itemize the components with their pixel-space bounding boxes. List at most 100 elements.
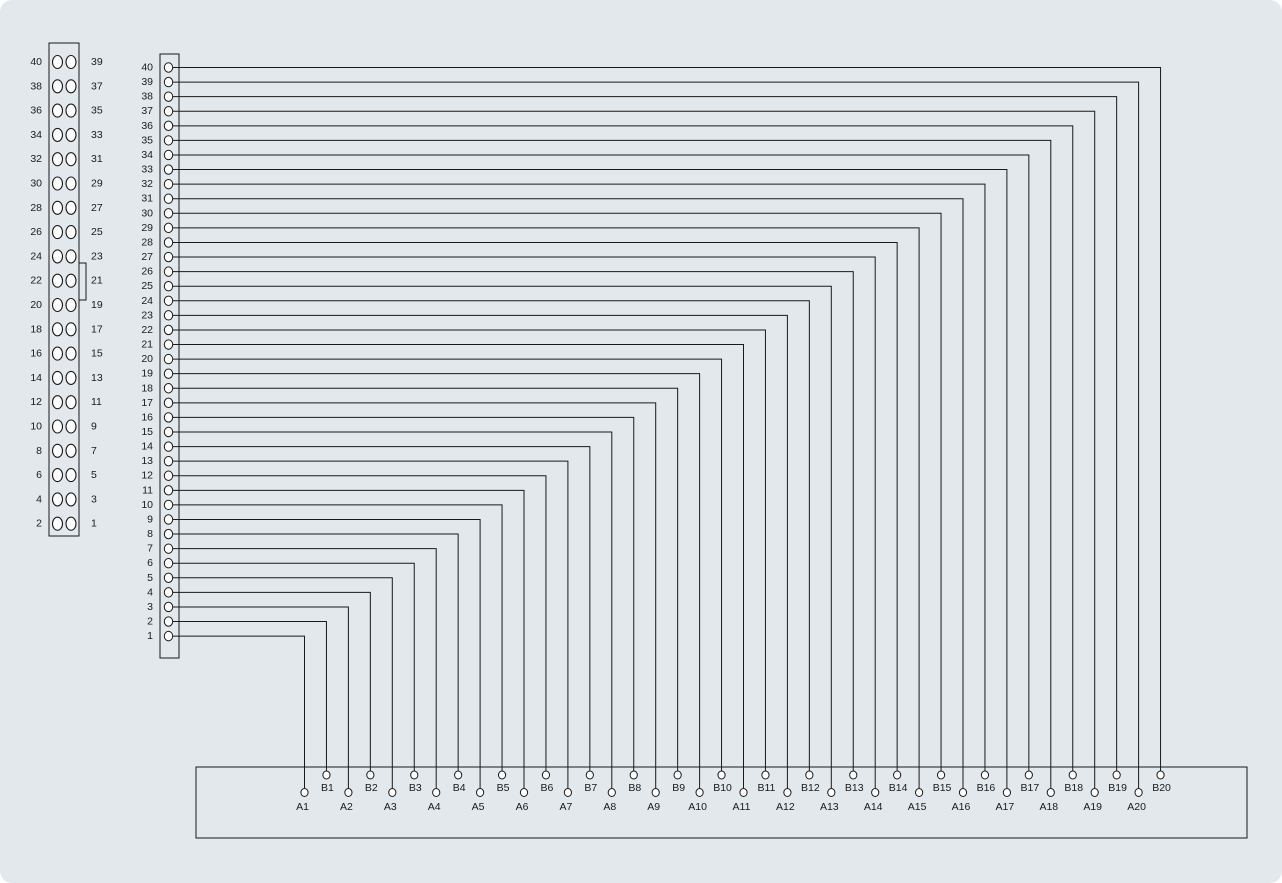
header-pin-19 bbox=[65, 297, 77, 313]
edge-pin-label-A6: A6 bbox=[516, 801, 529, 813]
edge-pin-A12 bbox=[783, 788, 792, 797]
header-pin-label-23: 23 bbox=[91, 250, 103, 262]
strip-pin-label-14: 14 bbox=[141, 441, 153, 453]
header-pin-5 bbox=[65, 468, 77, 483]
strip-pin-5 bbox=[163, 572, 174, 583]
wire-38 bbox=[172, 96, 1118, 771]
strip-pin-18 bbox=[163, 383, 174, 394]
strip-pin-28 bbox=[163, 237, 174, 248]
strip-pin-31 bbox=[163, 193, 174, 204]
header-pin-3 bbox=[65, 492, 77, 507]
wire-13 bbox=[172, 460, 569, 788]
edge-pin-A11 bbox=[739, 788, 748, 797]
strip-pin-label-26: 26 bbox=[141, 266, 153, 278]
edge-pin-label-B12: B12 bbox=[801, 782, 820, 794]
edge-pin-label-A20: A20 bbox=[1127, 801, 1146, 813]
strip-pin-label-27: 27 bbox=[141, 251, 153, 263]
header-connector: 4038363432302826242220181614121086423937… bbox=[30, 42, 103, 537]
header-pin-label-19: 19 bbox=[91, 299, 103, 311]
edge-pin-A16 bbox=[958, 788, 968, 797]
strip-pin-label-25: 25 bbox=[141, 280, 153, 292]
header-pin-label-21: 21 bbox=[91, 275, 103, 287]
header-pin-label-4: 4 bbox=[36, 493, 42, 505]
wire-26 bbox=[172, 271, 854, 771]
header-pin-label-20: 20 bbox=[30, 299, 42, 311]
edge-pin-B2 bbox=[366, 770, 375, 780]
edge-pin-label-B20: B20 bbox=[1152, 782, 1171, 794]
strip-pin-9 bbox=[163, 514, 174, 525]
header-pin-39 bbox=[65, 54, 77, 70]
wire-29 bbox=[172, 227, 920, 788]
strip-pin-label-12: 12 bbox=[141, 470, 153, 482]
strip-pin-30 bbox=[163, 208, 174, 219]
header-pin-label-14: 14 bbox=[30, 372, 42, 384]
strip-pin-7 bbox=[163, 543, 174, 554]
header-pin-21 bbox=[65, 273, 77, 288]
strip-pin-label-29: 29 bbox=[141, 222, 153, 234]
header-pin-38 bbox=[51, 79, 64, 94]
strip-pin-label-3: 3 bbox=[147, 601, 153, 613]
strip-pin-label-30: 30 bbox=[141, 207, 153, 219]
edge-pin-label-B15: B15 bbox=[933, 782, 952, 794]
header-pin-label-9: 9 bbox=[91, 421, 97, 433]
header-connector-body bbox=[48, 42, 80, 537]
edge-pin-B6 bbox=[541, 770, 551, 780]
edge-pin-B5 bbox=[497, 770, 507, 780]
header-pin-31 bbox=[65, 152, 77, 167]
wire-11 bbox=[172, 489, 525, 788]
edge-pin-A7 bbox=[563, 788, 573, 797]
wire-33 bbox=[172, 169, 1008, 788]
strip-pin-13 bbox=[163, 455, 174, 467]
strip-pin-38 bbox=[163, 91, 174, 102]
strip-pin-label-39: 39 bbox=[141, 76, 153, 88]
strip-pin-34 bbox=[163, 149, 174, 161]
strip-pin-36 bbox=[163, 120, 174, 132]
edge-pin-A9 bbox=[651, 788, 660, 797]
strip-pin-label-15: 15 bbox=[141, 426, 153, 438]
header-pin-label-22: 22 bbox=[30, 275, 42, 287]
edge-pin-B3 bbox=[410, 770, 419, 780]
strip-pin-10 bbox=[163, 499, 174, 511]
header-pin-22 bbox=[51, 273, 64, 288]
edge-pin-B17 bbox=[1024, 770, 1033, 780]
edge-pin-A18 bbox=[1046, 788, 1055, 797]
strip-connector: 4039383736353433323130292827262524232221… bbox=[141, 53, 180, 659]
strip-pin-label-37: 37 bbox=[141, 105, 153, 117]
edge-pin-B8 bbox=[629, 770, 638, 780]
strip-pin-label-6: 6 bbox=[147, 557, 153, 569]
header-pin-label-27: 27 bbox=[91, 202, 103, 214]
edge-pin-label-A13: A13 bbox=[820, 801, 839, 813]
wire-40 bbox=[172, 67, 1162, 771]
edge-pin-B9 bbox=[673, 770, 682, 780]
wire-34 bbox=[172, 154, 1030, 771]
edge-pin-B13 bbox=[849, 770, 858, 780]
edge-pin-label-A16: A16 bbox=[952, 801, 971, 813]
edge-pin-label-B13: B13 bbox=[845, 782, 864, 794]
header-pin-6 bbox=[51, 468, 64, 483]
header-pin-35 bbox=[65, 103, 77, 118]
edge-pin-label-A5: A5 bbox=[472, 801, 485, 813]
strip-pin-label-34: 34 bbox=[141, 149, 153, 161]
strip-pin-33 bbox=[163, 164, 174, 175]
strip-pin-label-19: 19 bbox=[141, 368, 153, 380]
edge-pin-label-B1: B1 bbox=[321, 782, 334, 794]
edge-pin-label-A3: A3 bbox=[384, 801, 397, 813]
wire-32 bbox=[172, 183, 986, 771]
header-pin-label-11: 11 bbox=[91, 396, 102, 408]
strip-pin-label-32: 32 bbox=[141, 178, 153, 190]
header-pin-29 bbox=[65, 176, 77, 191]
header-pin-9 bbox=[65, 419, 77, 434]
wire-30 bbox=[172, 212, 942, 771]
strip-pin-label-18: 18 bbox=[141, 382, 153, 394]
header-pin-2 bbox=[51, 516, 64, 531]
strip-pin-label-16: 16 bbox=[141, 411, 153, 423]
header-pin-18 bbox=[51, 322, 64, 337]
edge-pin-A5 bbox=[476, 788, 485, 797]
strip-pin-40 bbox=[163, 62, 174, 73]
strip-pin-label-9: 9 bbox=[147, 513, 153, 525]
strip-pin-label-36: 36 bbox=[141, 120, 153, 132]
header-pin-label-13: 13 bbox=[91, 372, 103, 384]
strip-pin-21 bbox=[163, 339, 174, 350]
wire-12 bbox=[172, 475, 547, 771]
